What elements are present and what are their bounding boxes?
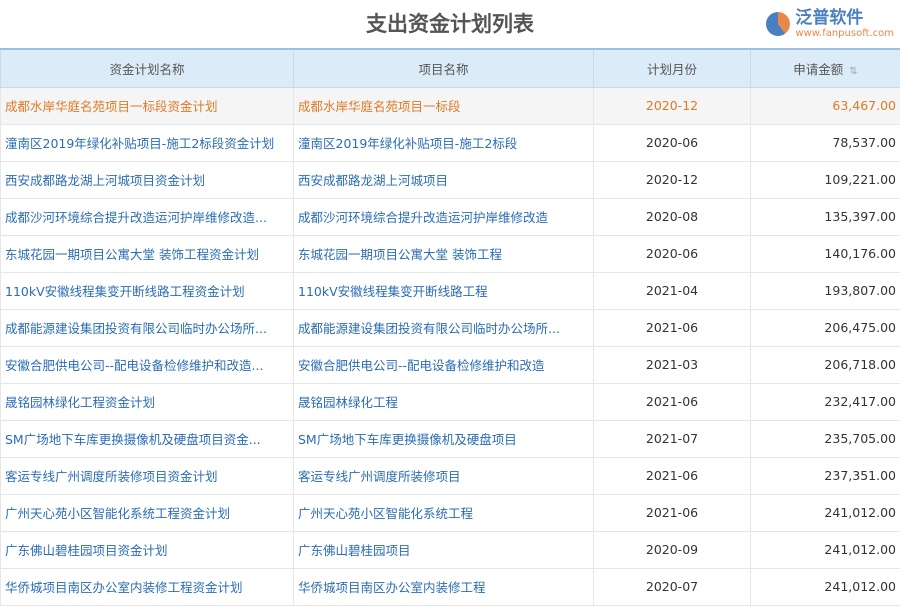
watermark-logo: 泛普软件 www.fanpusoft.com — [766, 4, 894, 44]
project-name-link[interactable]: 安徽合肥供电公司--配电设备检修维护和改造 — [294, 346, 594, 383]
plan-name-link[interactable]: 成都沙河环境综合提升改造运河护岸维修改造... — [1, 198, 294, 235]
project-name-link[interactable]: 广东佛山碧桂园项目 — [294, 531, 594, 568]
watermark-text: 泛普软件 www.fanpusoft.com — [795, 9, 894, 39]
plan-name-link[interactable]: 成都能源建设集团投资有限公司临时办公场所... — [1, 309, 294, 346]
column-header-project-name[interactable]: 项目名称 — [294, 49, 594, 87]
project-name-link[interactable]: 西安成都路龙湖上河城项目 — [294, 161, 594, 198]
table-row[interactable]: 安徽合肥供电公司--配电设备检修维护和改造...安徽合肥供电公司--配电设备检修… — [1, 346, 900, 383]
project-name-link[interactable]: 广州天心苑小区智能化系统工程 — [294, 494, 594, 531]
project-name-link[interactable]: 成都沙河环境综合提升改造运河护岸维修改造 — [294, 198, 594, 235]
column-header-amount[interactable]: 申请金额 ⇅ — [751, 49, 900, 87]
amount: 206,718.00 — [751, 346, 900, 383]
project-name-link[interactable]: 潼南区2019年绿化补贴项目-施工2标段 — [294, 124, 594, 161]
sort-icon[interactable]: ⇅ — [849, 66, 857, 77]
watermark-name: 泛普软件 — [795, 9, 894, 28]
plan-name-link[interactable]: 晟铭园林绿化工程资金计划 — [1, 383, 294, 420]
plan-month: 2020-06 — [594, 235, 751, 272]
amount: 241,012.00 — [751, 568, 900, 605]
amount: 135,397.00 — [751, 198, 900, 235]
table-row[interactable]: SM广场地下车库更换摄像机及硬盘项目资金...SM广场地下车库更换摄像机及硬盘项… — [1, 420, 900, 457]
project-name-link[interactable]: SM广场地下车库更换摄像机及硬盘项目 — [294, 420, 594, 457]
plan-name-link[interactable]: SM广场地下车库更换摄像机及硬盘项目资金... — [1, 420, 294, 457]
amount: 63,467.00 — [751, 87, 900, 124]
amount: 193,807.00 — [751, 272, 900, 309]
amount: 237,351.00 — [751, 457, 900, 494]
plan-month: 2020-06 — [594, 124, 751, 161]
column-header-plan-name[interactable]: 资金计划名称 — [1, 49, 294, 87]
amount: 241,012.00 — [751, 494, 900, 531]
project-name-link[interactable]: 成都水岸华庭名苑项目一标段 — [294, 87, 594, 124]
plan-month: 2020-08 — [594, 198, 751, 235]
plan-name-link[interactable]: 西安成都路龙湖上河城项目资金计划 — [1, 161, 294, 198]
amount: 109,221.00 — [751, 161, 900, 198]
amount: 140,176.00 — [751, 235, 900, 272]
fanpu-logo-icon — [766, 12, 790, 36]
project-name-link[interactable]: 客运专线广州调度所装修项目 — [294, 457, 594, 494]
project-name-link[interactable]: 晟铭园林绿化工程 — [294, 383, 594, 420]
project-name-link[interactable]: 东城花园一期项目公寓大堂 装饰工程 — [294, 235, 594, 272]
table-row[interactable]: 成都能源建设集团投资有限公司临时办公场所...成都能源建设集团投资有限公司临时办… — [1, 309, 900, 346]
plan-month: 2021-06 — [594, 457, 751, 494]
plan-month: 2020-12 — [594, 87, 751, 124]
project-name-link[interactable]: 110kV安徽线程集变开断线路工程 — [294, 272, 594, 309]
plan-month: 2021-06 — [594, 309, 751, 346]
plan-month: 2020-09 — [594, 531, 751, 568]
amount: 78,537.00 — [751, 124, 900, 161]
amount: 235,705.00 — [751, 420, 900, 457]
plan-month: 2021-06 — [594, 494, 751, 531]
project-name-link[interactable]: 成都能源建设集团投资有限公司临时办公场所... — [294, 309, 594, 346]
plan-month: 2021-07 — [594, 420, 751, 457]
plan-name-link[interactable]: 客运专线广州调度所装修项目资金计划 — [1, 457, 294, 494]
plan-month: 2020-12 — [594, 161, 751, 198]
plan-name-link[interactable]: 成都水岸华庭名苑项目一标段资金计划 — [1, 87, 294, 124]
plan-month: 2020-07 — [594, 568, 751, 605]
fund-plan-table: 资金计划名称 项目名称 计划月份 申请金额 ⇅ 成都水岸华庭名苑项目一标段资金计划… — [0, 48, 900, 606]
plan-month: 2021-06 — [594, 383, 751, 420]
amount: 241,012.00 — [751, 531, 900, 568]
project-name-link[interactable]: 华侨城项目南区办公室内装修工程 — [294, 568, 594, 605]
plan-name-link[interactable]: 安徽合肥供电公司--配电设备检修维护和改造... — [1, 346, 294, 383]
plan-name-link[interactable]: 华侨城项目南区办公室内装修工程资金计划 — [1, 568, 294, 605]
plan-name-link[interactable]: 东城花园一期项目公寓大堂 装饰工程资金计划 — [1, 235, 294, 272]
plan-name-link[interactable]: 110kV安徽线程集变开断线路工程资金计划 — [1, 272, 294, 309]
plan-month: 2021-03 — [594, 346, 751, 383]
column-header-month[interactable]: 计划月份 — [594, 49, 751, 87]
page-title: 支出资金计划列表 — [0, 0, 900, 48]
plan-name-link[interactable]: 潼南区2019年绿化补贴项目-施工2标段资金计划 — [1, 124, 294, 161]
amount: 232,417.00 — [751, 383, 900, 420]
watermark-url: www.fanpusoft.com — [795, 28, 894, 39]
plan-month: 2021-04 — [594, 272, 751, 309]
plan-name-link[interactable]: 广东佛山碧桂园项目资金计划 — [1, 531, 294, 568]
amount-header-label: 申请金额 — [793, 62, 843, 77]
table-row[interactable]: 成都沙河环境综合提升改造运河护岸维修改造...成都沙河环境综合提升改造运河护岸维… — [1, 198, 900, 235]
table-row[interactable]: 潼南区2019年绿化补贴项目-施工2标段资金计划潼南区2019年绿化补贴项目-施… — [1, 124, 900, 161]
plan-name-link[interactable]: 广州天心苑小区智能化系统工程资金计划 — [1, 494, 294, 531]
amount: 206,475.00 — [751, 309, 900, 346]
